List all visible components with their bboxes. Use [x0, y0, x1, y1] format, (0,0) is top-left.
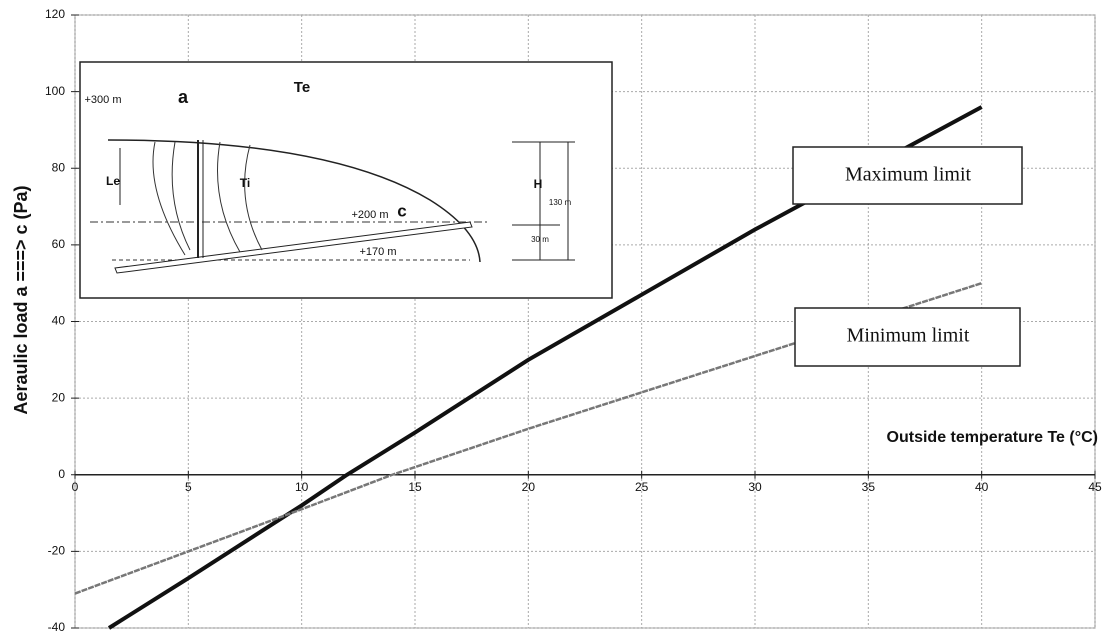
x-tick-label: 30	[748, 480, 762, 494]
airflow	[152, 141, 263, 256]
inset-label: Le	[106, 174, 120, 188]
x-axis-label: Outside temperature Te (°C)	[887, 429, 1098, 446]
y-tick-label: 40	[52, 314, 66, 328]
x-tick-label: 20	[522, 480, 536, 494]
inset: Te a +300 m Le Ti +200 m c +170 m H 130 m 30 m	[79, 61, 613, 299]
inset-label: Te	[294, 79, 310, 96]
x-tick-label: 5	[185, 480, 192, 494]
x-tick-label: 40	[975, 480, 989, 494]
tunnel	[114, 221, 473, 274]
x-tick-label: 15	[408, 480, 422, 494]
inset-label: a	[178, 87, 189, 107]
terrain-curve	[107, 139, 481, 263]
y-tick-label: 60	[52, 237, 66, 251]
y-tick-label: 0	[58, 467, 65, 481]
series-line	[74, 281, 983, 595]
x-tick-label: 10	[295, 480, 309, 494]
x-tick-label: 0	[72, 480, 79, 494]
y-axis-label: Aeraulic load a ===> c (Pa)	[11, 185, 31, 414]
inset-label: c	[397, 201, 406, 220]
y-tick-label: 100	[45, 84, 65, 98]
y-tick-label: -40	[48, 620, 66, 634]
legend-box	[794, 307, 1021, 367]
inset-label: +170 m	[360, 246, 397, 258]
inset-label: 130 m	[549, 198, 572, 207]
legend-boxes: Maximum limit Minimum limit	[792, 146, 1023, 367]
y-tick-label: 20	[52, 390, 66, 404]
legend-label: Minimum limit	[847, 325, 970, 347]
y-tick-label: -20	[48, 544, 66, 558]
x-tick-label: 35	[862, 480, 876, 494]
y-tick-label: 120	[45, 7, 65, 21]
inset-label: H	[534, 177, 543, 191]
x-tick-label: 45	[1088, 480, 1102, 494]
inset-label: 30 m	[531, 235, 549, 244]
x-tick-label: 25	[635, 480, 649, 494]
y-tick-label: 80	[52, 160, 66, 174]
legend-label: Maximum limit	[845, 164, 972, 186]
inset-label: Ti	[240, 176, 250, 190]
inset-frame	[79, 61, 613, 299]
inset-label: +200 m	[352, 209, 389, 221]
legend-box	[792, 146, 1023, 205]
inset-label: +300 m	[85, 94, 122, 106]
